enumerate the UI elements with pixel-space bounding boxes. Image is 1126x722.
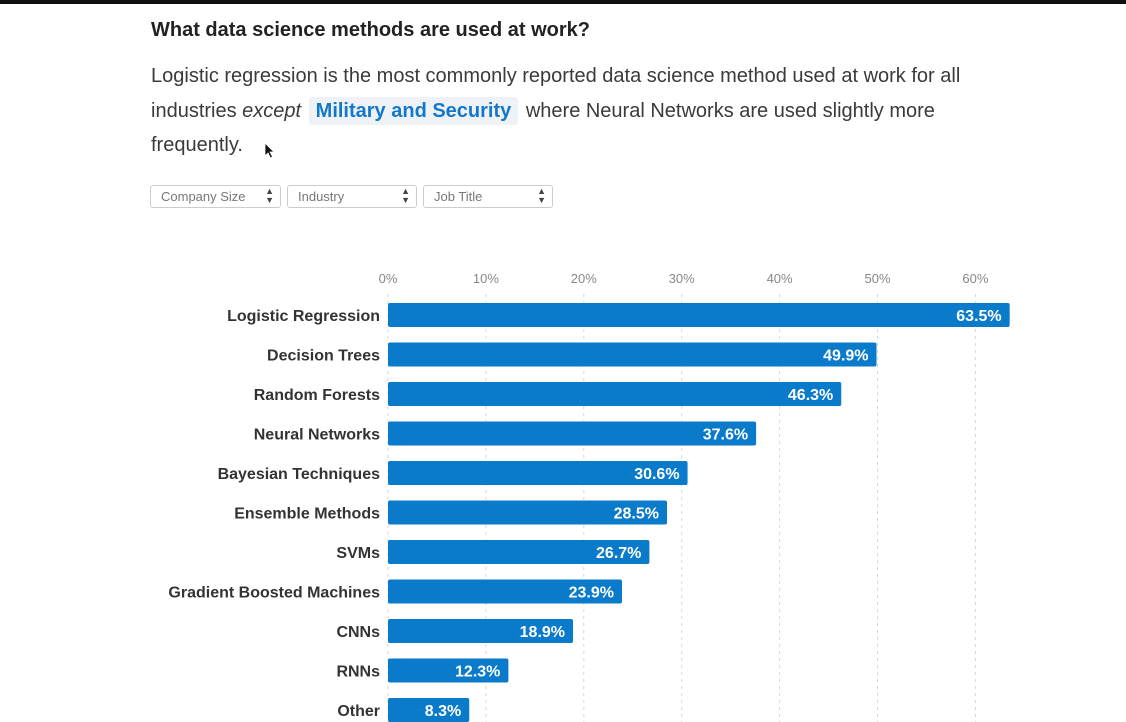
category-label: Logistic Regression [227, 308, 380, 325]
bar [388, 461, 688, 485]
intro-text-end: where Neural Networks are used slightly … [151, 99, 935, 157]
value-label: 26.7% [596, 545, 641, 562]
bar [388, 579, 622, 604]
x-tick-label: 20% [571, 271, 597, 286]
industry-highlight[interactable]: Military and Security [308, 96, 519, 125]
category-label: Other [337, 703, 380, 720]
bar [388, 500, 668, 525]
bar [388, 421, 757, 446]
company-size-label: Company Size [161, 189, 246, 204]
intro-text: Logistic regression is the most commonly… [151, 65, 961, 122]
category-label: CNNs [336, 624, 380, 641]
bar [388, 342, 877, 367]
x-tick-label: 40% [767, 271, 793, 286]
x-tick-label: 30% [669, 271, 695, 286]
bar [388, 698, 470, 722]
category-label: Ensemble Methods [234, 506, 380, 523]
x-tick-label: 0% [379, 271, 398, 286]
x-tick-label: 60% [962, 271, 988, 286]
value-label: 12.3% [455, 664, 500, 681]
top-rule [0, 0, 1126, 4]
value-label: 23.9% [569, 585, 614, 602]
select-arrows-icon: ▲ ▼ [265, 186, 274, 205]
select-arrows-icon: ▲ ▼ [537, 186, 546, 205]
company-size-select[interactable]: Company Size ▲ ▼ [150, 185, 281, 208]
chart-svg: 0% 10% 20% 30% 40% 50% 60% Logistic Regression 6… [168, 271, 1010, 722]
bar [388, 619, 574, 643]
job-title-label: Job Title [434, 189, 483, 204]
page-title: What data science methods are used at wo… [151, 19, 591, 41]
category-label: Bayesian Techniques [218, 466, 381, 483]
bar [388, 303, 1010, 327]
bar [388, 540, 650, 564]
bar [388, 382, 842, 406]
x-tick-label: 50% [864, 271, 890, 286]
x-tick-label: 10% [473, 271, 499, 286]
bar [388, 658, 509, 683]
intro-emphasis: except [242, 99, 302, 122]
job-title-select[interactable]: Job Title ▲ ▼ [423, 185, 553, 208]
value-label: 30.6% [634, 466, 679, 483]
industry-label: Industry [298, 189, 345, 204]
value-label: 8.3% [425, 703, 461, 720]
category-label: Neural Networks [254, 427, 380, 444]
filter-bar: Company Size ▲ ▼ Industry ▲ ▼ Job Title ▲ ▼ [150, 185, 553, 208]
value-label: 46.3% [788, 387, 833, 404]
intro-paragraph: Logistic regression is the most commonly… [151, 59, 981, 163]
mouse-cursor-icon [265, 143, 275, 159]
value-label: 37.6% [703, 427, 748, 444]
category-label: Random Forests [254, 387, 380, 404]
industry-select[interactable]: Industry ▲ ▼ [287, 185, 417, 208]
value-label: 49.9% [823, 348, 868, 365]
category-label: SVMs [336, 545, 380, 562]
value-label: 18.9% [520, 624, 565, 641]
value-label: 28.5% [614, 506, 659, 523]
methods-bar-chart: 0% 10% 20% 30% 40% 50% 60% Logistic Regression 6… [0, 250, 1126, 722]
category-label: Decision Trees [267, 348, 380, 365]
value-label: 63.5% [956, 308, 1001, 325]
select-arrows-icon: ▲ ▼ [401, 186, 410, 205]
category-label: Gradient Boosted Machines [168, 585, 380, 602]
category-label: RNNs [336, 664, 380, 681]
